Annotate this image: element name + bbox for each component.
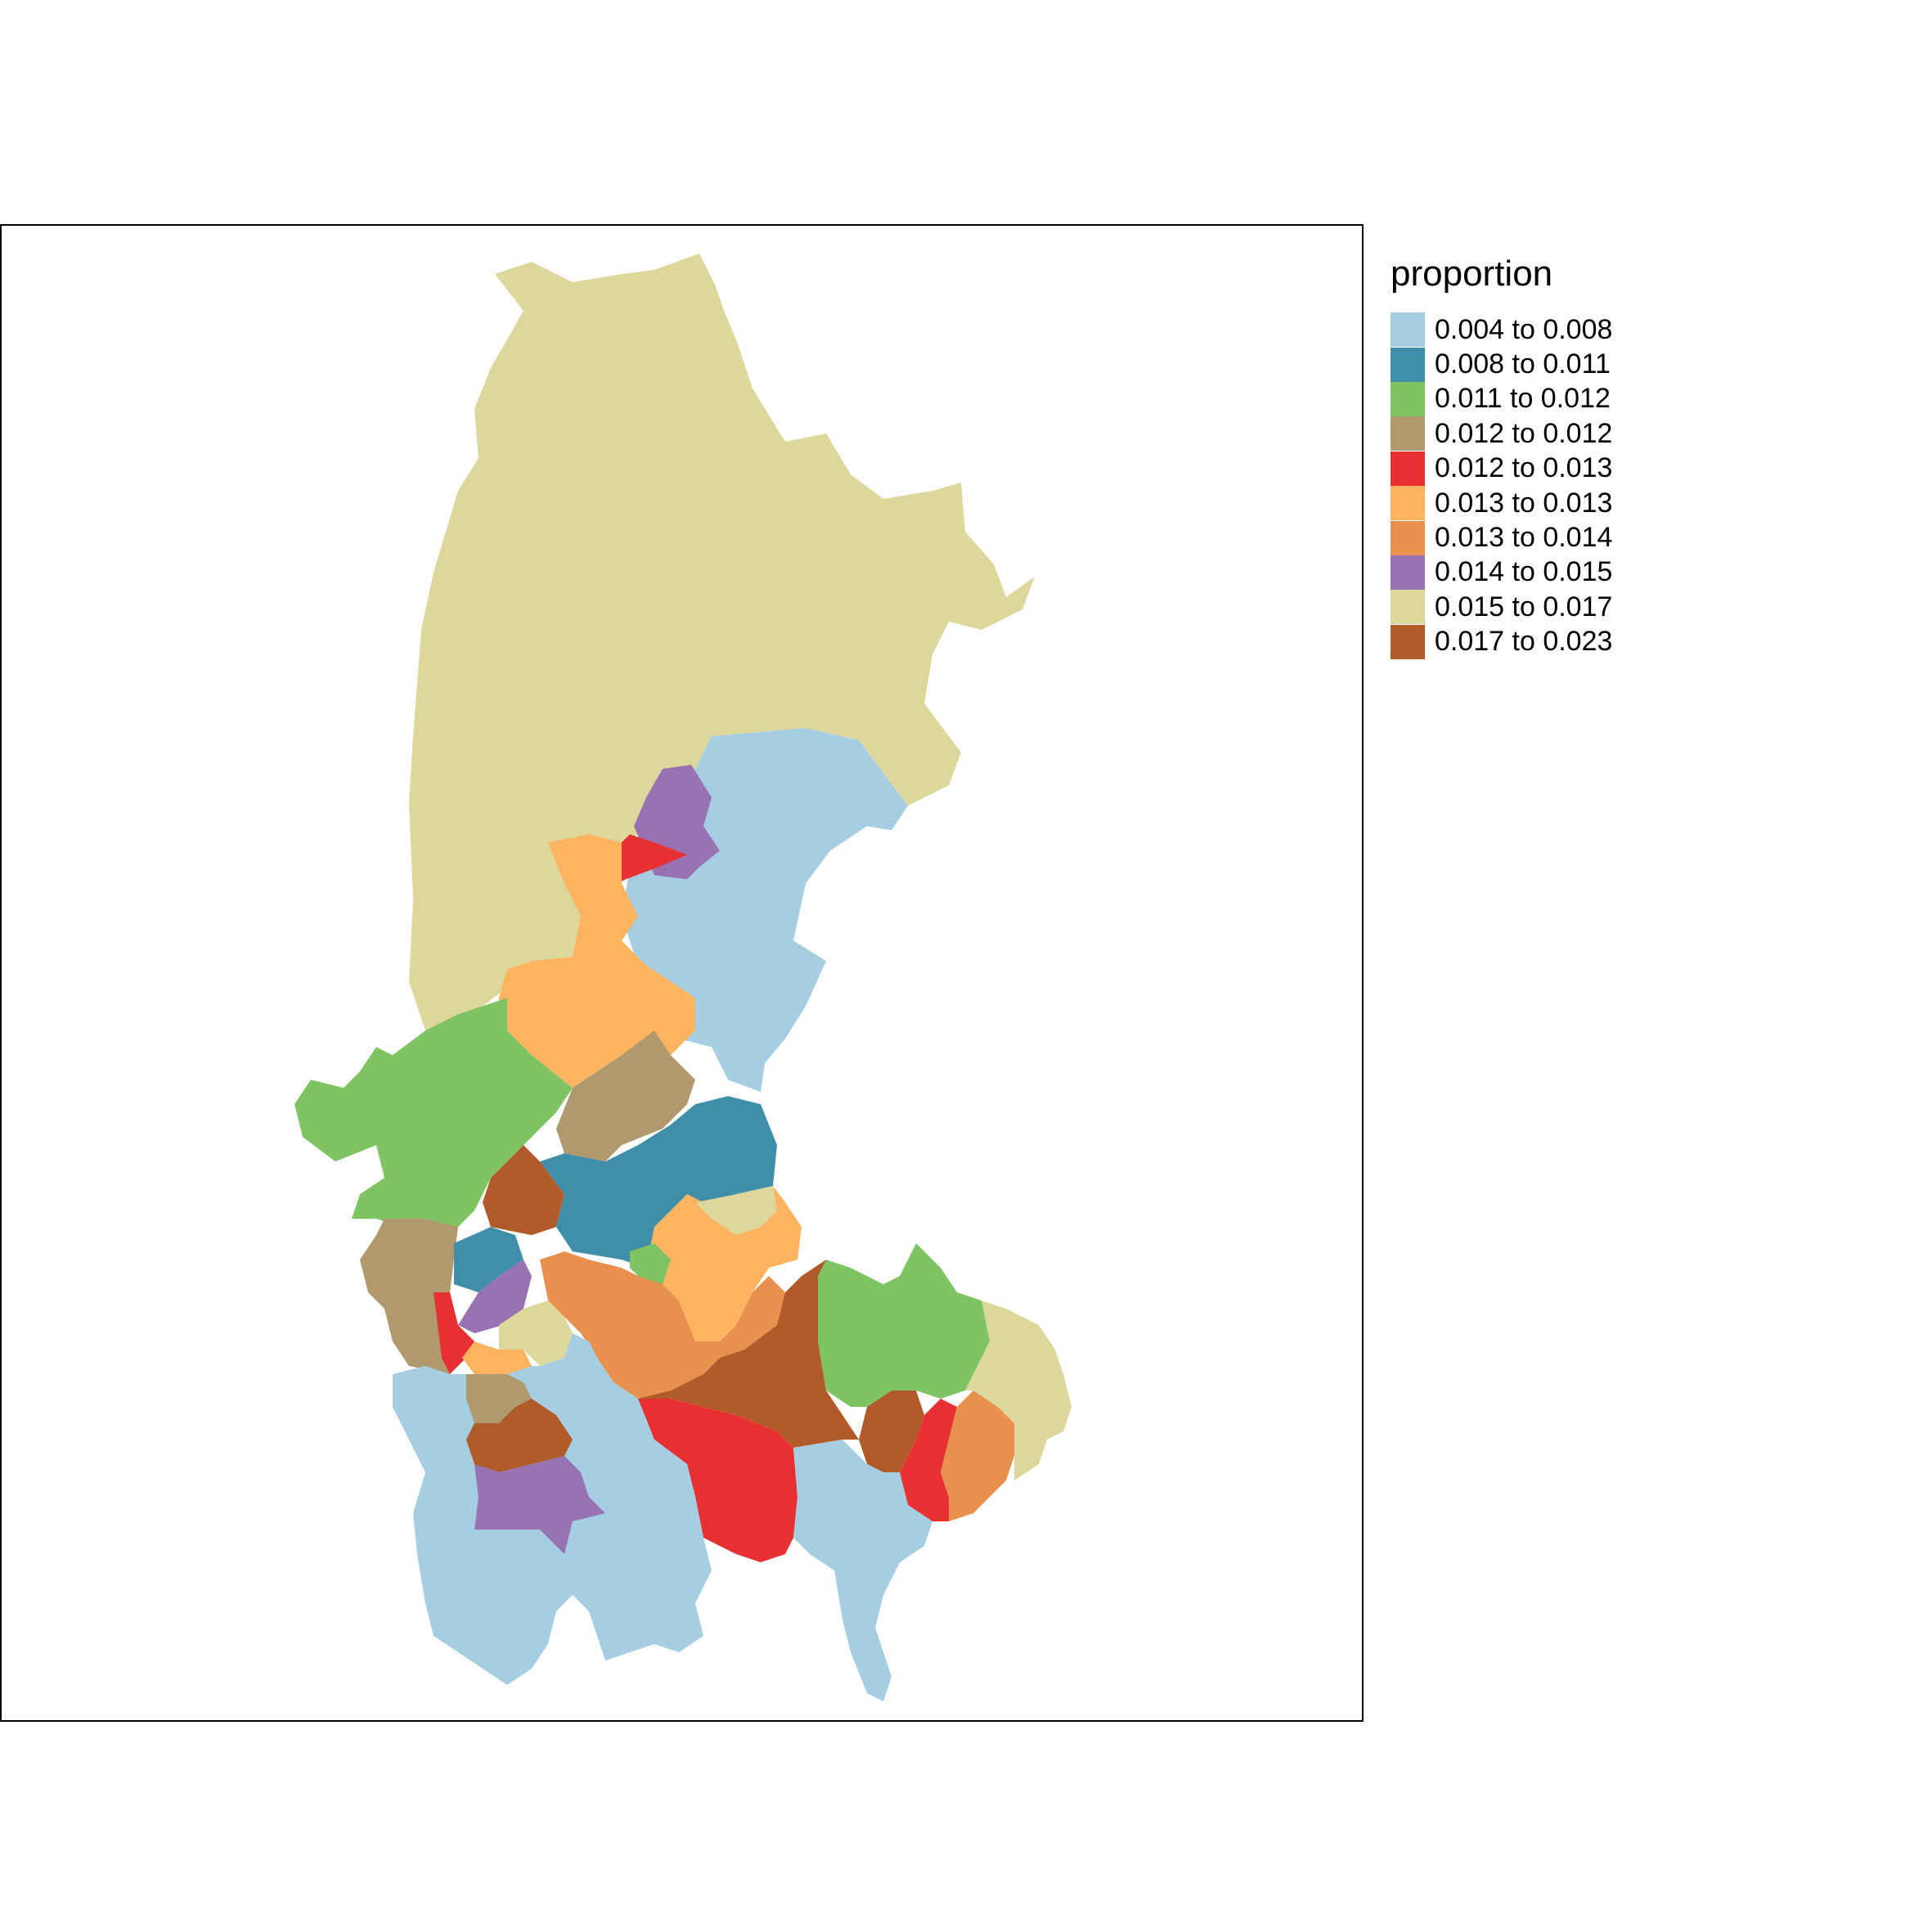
legend-item: 0.008 to 0.011 [1391, 347, 1612, 382]
legend-label: 0.011 to 0.012 [1435, 383, 1611, 415]
legend-label: 0.013 to 0.013 [1435, 487, 1613, 519]
legend-label: 0.014 to 0.015 [1435, 556, 1613, 588]
region-red-north [609, 834, 687, 887]
region-orange-central [499, 834, 695, 1088]
legend-swatch [1391, 381, 1425, 416]
region-tan-center [556, 1031, 695, 1161]
map-frame [0, 224, 1364, 1722]
region-brown-west [483, 1145, 564, 1235]
legend-item: 0.014 to 0.015 [1391, 555, 1612, 590]
legend-items: 0.004 to 0.008 0.008 to 0.011 0.011 to 0.0… [1391, 312, 1612, 659]
legend-item: 0.011 to 0.012 [1391, 381, 1612, 416]
region-red-west [434, 1292, 474, 1374]
region-teal-center [540, 1096, 777, 1268]
legend-swatch [1391, 555, 1425, 590]
legend-swatch [1391, 624, 1425, 659]
legend-label: 0.012 to 0.013 [1435, 452, 1613, 484]
region-purple-south [474, 1456, 605, 1554]
region-khaki-east [965, 1301, 1072, 1480]
legend-swatch [1391, 520, 1425, 555]
region-teal-west [454, 1227, 523, 1292]
region-blue-southeast [793, 1440, 932, 1701]
legend-swatch [1391, 590, 1425, 625]
region-red-east [900, 1399, 957, 1521]
region-tan-west [360, 1219, 462, 1374]
region-brown-sw [466, 1399, 573, 1472]
legend-item: 0.013 to 0.014 [1391, 520, 1612, 555]
region-green-west [294, 998, 573, 1227]
region-green-east [818, 1243, 990, 1407]
legend-item: 0.012 to 0.013 [1391, 451, 1613, 486]
legend-swatch [1391, 451, 1425, 486]
region-brown-south [638, 1260, 859, 1448]
legend-label: 0.015 to 0.017 [1435, 591, 1613, 622]
region-darkorange-east [941, 1391, 1014, 1521]
legend-label: 0.017 to 0.023 [1435, 626, 1613, 658]
region-brown-east [859, 1391, 924, 1472]
region-orange-sw [462, 1341, 532, 1374]
legend-swatch [1391, 416, 1425, 452]
legend-item: 0.012 to 0.012 [1391, 416, 1613, 452]
legend-title: proportion [1391, 254, 1553, 294]
legend-label: 0.008 to 0.011 [1435, 348, 1611, 380]
legend-item: 0.013 to 0.013 [1391, 486, 1613, 521]
legend-item: 0.017 to 0.023 [1391, 624, 1613, 659]
region-khaki-center [695, 1186, 777, 1235]
region-north [409, 254, 1035, 1031]
legend-swatch [1391, 486, 1425, 521]
legend-label: 0.013 to 0.014 [1435, 522, 1613, 554]
legend-label: 0.004 to 0.008 [1435, 313, 1613, 345]
region-tan-south [466, 1374, 532, 1423]
region-green-center [630, 1243, 671, 1284]
legend-item: 0.015 to 0.017 [1391, 590, 1613, 625]
legend-item: 0.004 to 0.008 [1391, 312, 1613, 348]
region-purple-west [458, 1260, 532, 1333]
legend-swatch [1391, 312, 1425, 348]
legend-swatch [1391, 347, 1425, 382]
legend: proportion 0.004 to 0.008 0.008 to 0.011 0… [1391, 254, 1612, 659]
region-darkorange-central [540, 1251, 785, 1399]
legend-label: 0.012 to 0.012 [1435, 417, 1613, 449]
region-red-south [638, 1399, 798, 1562]
